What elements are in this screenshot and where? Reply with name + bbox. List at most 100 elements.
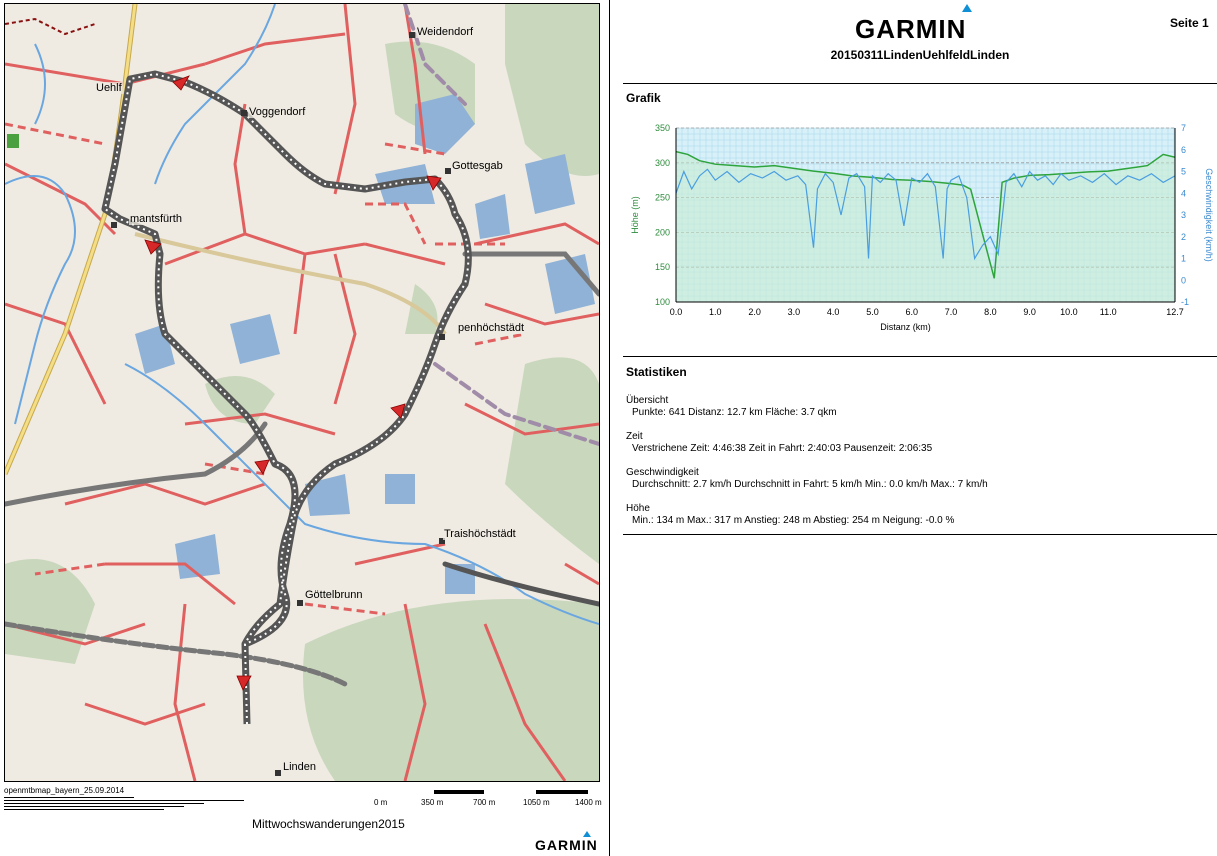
y-right-tick-label: -1 <box>1181 297 1189 307</box>
divider <box>4 797 134 798</box>
y-right-tick-label: 5 <box>1181 167 1186 177</box>
divider <box>4 806 184 807</box>
town-marker <box>297 600 303 606</box>
forest-areas <box>5 4 599 781</box>
x-tick-label: 2.0 <box>748 307 761 317</box>
x-tick-label: 5.0 <box>866 307 879 317</box>
stat-speed-values: Durchschnitt: 2.7 km/h Durchschnitt in F… <box>632 479 988 490</box>
place-goettelbrunn: Göttelbrunn <box>304 589 364 601</box>
town-marker <box>275 770 281 776</box>
chart-svg: 350 300 250 200 150 100 7 6 5 4 3 2 1 0 -1 0.0 1.0 2.0 3.0… <box>630 123 1214 332</box>
x-tick-label: 8.0 <box>984 307 997 317</box>
beige-road <box>134 232 447 336</box>
elevation-speed-chart: 350 300 250 200 150 100 7 6 5 4 3 2 1 0 -1 0.0 1.0 2.0 3.0… <box>626 118 1216 340</box>
direction-arrow <box>236 675 252 691</box>
x-tick-label: 3.0 <box>788 307 801 317</box>
x-tick-label: 11.0 <box>1100 307 1117 317</box>
y-left-tick-label: 350 <box>655 123 670 133</box>
section-statistiken-title: Statistiken <box>626 365 687 379</box>
garmin-logo-small: GARMIN <box>535 831 598 853</box>
town-marker <box>445 168 451 174</box>
garmin-triangle-icon <box>962 4 972 12</box>
divider <box>4 803 204 804</box>
town-marker <box>241 110 247 116</box>
stat-time-values: Verstrichene Zeit: 4:46:38 Zeit in Fahrt… <box>632 443 933 454</box>
map-green-marker <box>7 134 19 148</box>
map-view[interactable]: Weidendorf Uehlf Voggendorf Gottesgab ma… <box>4 3 600 782</box>
grey-tracks <box>5 4 599 687</box>
activity-title: 20150311LindenUehlfeldLinden <box>830 48 1010 62</box>
direction-arrows <box>144 75 442 691</box>
dashed-tracks <box>5 122 526 616</box>
x-axis-label: Distanz (km) <box>880 322 931 332</box>
town-marker <box>439 334 445 340</box>
y-left-axis-label: Höhe (m) <box>630 196 640 234</box>
y-right-tick-label: 7 <box>1181 123 1186 133</box>
stat-height-values: Min.: 134 m Max.: 317 m Anstieg: 248 m A… <box>632 515 955 526</box>
y-right-tick-label: 2 <box>1181 232 1186 242</box>
y-right-axis-label: Geschwindigkeit (km/h) <box>1204 168 1214 262</box>
scale-label: 1400 m <box>575 798 602 807</box>
direction-arrow <box>144 239 162 255</box>
brand-text: GARMIN <box>855 14 967 44</box>
place-gottesgab: Gottesgab <box>451 160 504 172</box>
page-number: Seite 1 <box>1170 16 1209 30</box>
x-tick-label: 4.0 <box>827 307 840 317</box>
town-marker <box>111 222 117 228</box>
place-weidendorf: Weidendorf <box>416 26 475 38</box>
map-scale-bar: 0 m 350 m 700 m 1050 m 1400 m <box>370 788 605 810</box>
place-demantsfurth: mantsfürth <box>129 213 183 225</box>
scale-label: 0 m <box>374 798 388 807</box>
y-left-tick-label: 100 <box>655 297 670 307</box>
x-tick-label: 7.0 <box>945 307 958 317</box>
divider <box>4 800 244 801</box>
garmin-triangle-icon <box>583 831 591 837</box>
place-voggendorf: Voggendorf <box>248 106 307 118</box>
y-left-tick-label: 200 <box>655 227 670 237</box>
map-source-info: openmtbmap_bayern_25.09.2014 <box>4 786 244 810</box>
speed-line <box>675 168 1176 261</box>
garmin-logo: GARMIN <box>855 4 972 45</box>
town-marker <box>439 538 445 544</box>
stat-height-label: Höhe <box>626 503 650 514</box>
direction-arrow <box>426 175 442 191</box>
stat-time-label: Zeit <box>626 431 643 442</box>
y-right-tick-label: 0 <box>1181 275 1186 285</box>
stat-overview-values: Punkte: 641 Distanz: 12.7 km Fläche: 3.7… <box>632 407 837 418</box>
x-tick-label: 0.0 <box>670 307 683 317</box>
divider <box>623 356 1217 357</box>
stat-speed-label: Geschwindigkeit <box>626 467 699 478</box>
y-right-tick-label: 4 <box>1181 188 1186 198</box>
elevation-area <box>676 151 1175 302</box>
y-left-tick-label: 250 <box>655 193 670 203</box>
place-linden: Linden <box>282 761 318 773</box>
x-tick-label: 9.0 <box>1023 307 1036 317</box>
scale-segment <box>434 790 484 794</box>
scale-label: 1050 m <box>523 798 550 807</box>
collection-title: Mittwochswanderungen2015 <box>252 817 405 831</box>
y-right-tick-label: 3 <box>1181 210 1186 220</box>
y-left-tick-label: 150 <box>655 262 670 272</box>
town-boundary <box>5 17 96 36</box>
divider <box>623 534 1217 535</box>
town-marker <box>409 32 415 38</box>
pond-areas <box>135 94 595 594</box>
direction-arrow <box>172 75 190 91</box>
brand-text: GARMIN <box>535 837 598 853</box>
place-traishoechstaedt: Traishöchstädt <box>443 528 517 540</box>
page-divider <box>609 0 610 856</box>
gps-track-dots <box>103 72 470 725</box>
x-tick-label: 1.0 <box>709 307 722 317</box>
place-uehlfeld: Uehlf <box>95 82 123 94</box>
stat-overview-label: Übersicht <box>626 395 669 406</box>
x-tick-label: 10.0 <box>1060 307 1078 317</box>
section-grafik-title: Grafik <box>626 91 661 105</box>
elevation-line <box>675 150 1176 279</box>
x-tick-label: 12.7 <box>1166 307 1184 317</box>
y-right-tick-label: 6 <box>1181 145 1186 155</box>
scale-segment <box>536 790 588 794</box>
direction-arrow <box>390 403 406 419</box>
divider <box>623 83 1217 84</box>
direction-arrow <box>254 459 270 475</box>
x-tick-label: 6.0 <box>905 307 918 317</box>
